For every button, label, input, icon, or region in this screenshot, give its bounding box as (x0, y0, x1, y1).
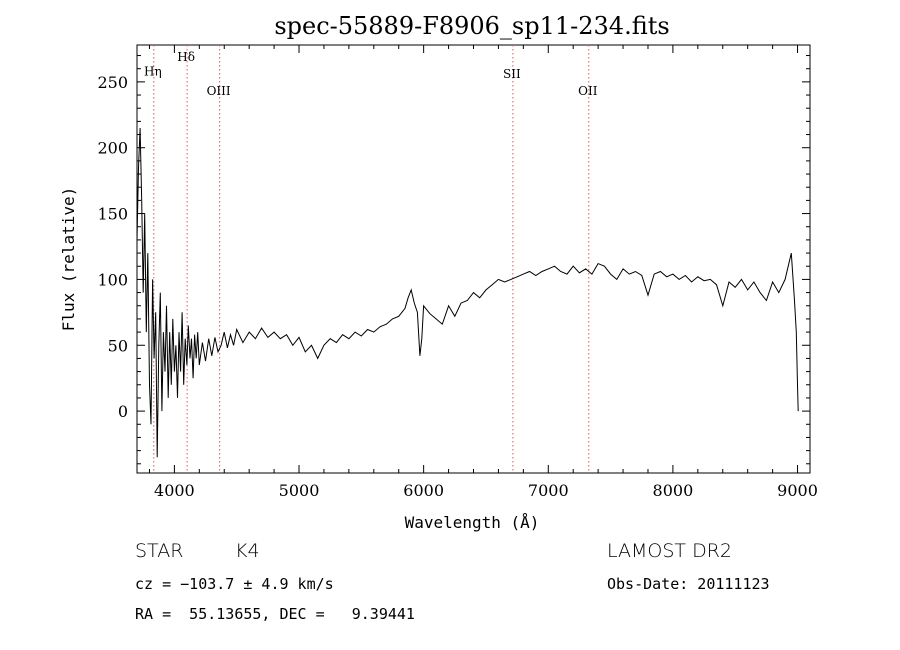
survey-release: LAMOST DR2 (607, 540, 732, 562)
observation-date: Obs-Date: 20111123 (607, 575, 770, 593)
x-axis-label: Wavelength (Å) (405, 513, 540, 532)
axis-ticks (137, 45, 810, 473)
emission-line-markers: Hη Hδ OIII SII OII (144, 45, 598, 473)
x-tick-label-2: 6000 (403, 481, 444, 500)
x-tick-label-0: 4000 (154, 481, 195, 500)
object-type: STAR (135, 540, 184, 562)
line-marker-label-0: Hη (144, 64, 162, 78)
line-marker-label-2: OIII (207, 84, 231, 98)
y-tick-label-5: 250 (97, 73, 128, 92)
spectrum-line (136, 127, 799, 458)
line-marker-label-3: SII (503, 67, 521, 81)
redshift-velocity: cz = −103.7 ± 4.9 km/s (135, 575, 334, 593)
y-axis-label: Flux (relative) (59, 187, 78, 332)
x-tick-label-5: 9000 (777, 481, 818, 500)
y-tick-label-1: 50 (108, 336, 128, 355)
x-tick-label-1: 5000 (279, 481, 320, 500)
spectral-subclass: K4 (235, 540, 260, 562)
y-tick-label-0: 0 (118, 402, 128, 421)
y-tick-label-4: 200 (97, 139, 128, 158)
x-tick-label-3: 7000 (528, 481, 569, 500)
line-marker-label-4: OII (578, 84, 598, 98)
y-tick-label-3: 150 (97, 205, 128, 224)
sky-coordinates: RA = 55.13655, DEC = 9.39441 (135, 605, 415, 623)
line-marker-label-1: Hδ (177, 50, 195, 64)
y-tick-label-2: 100 (97, 270, 128, 289)
axis-tick-labels: 4000 5000 6000 7000 8000 9000 0 50 100 150 200 250 (97, 73, 817, 500)
chart-title: spec-55889-F8906_sp11-234.fits (274, 12, 669, 40)
x-tick-label-4: 8000 (653, 481, 694, 500)
plot-frame (136, 44, 811, 474)
